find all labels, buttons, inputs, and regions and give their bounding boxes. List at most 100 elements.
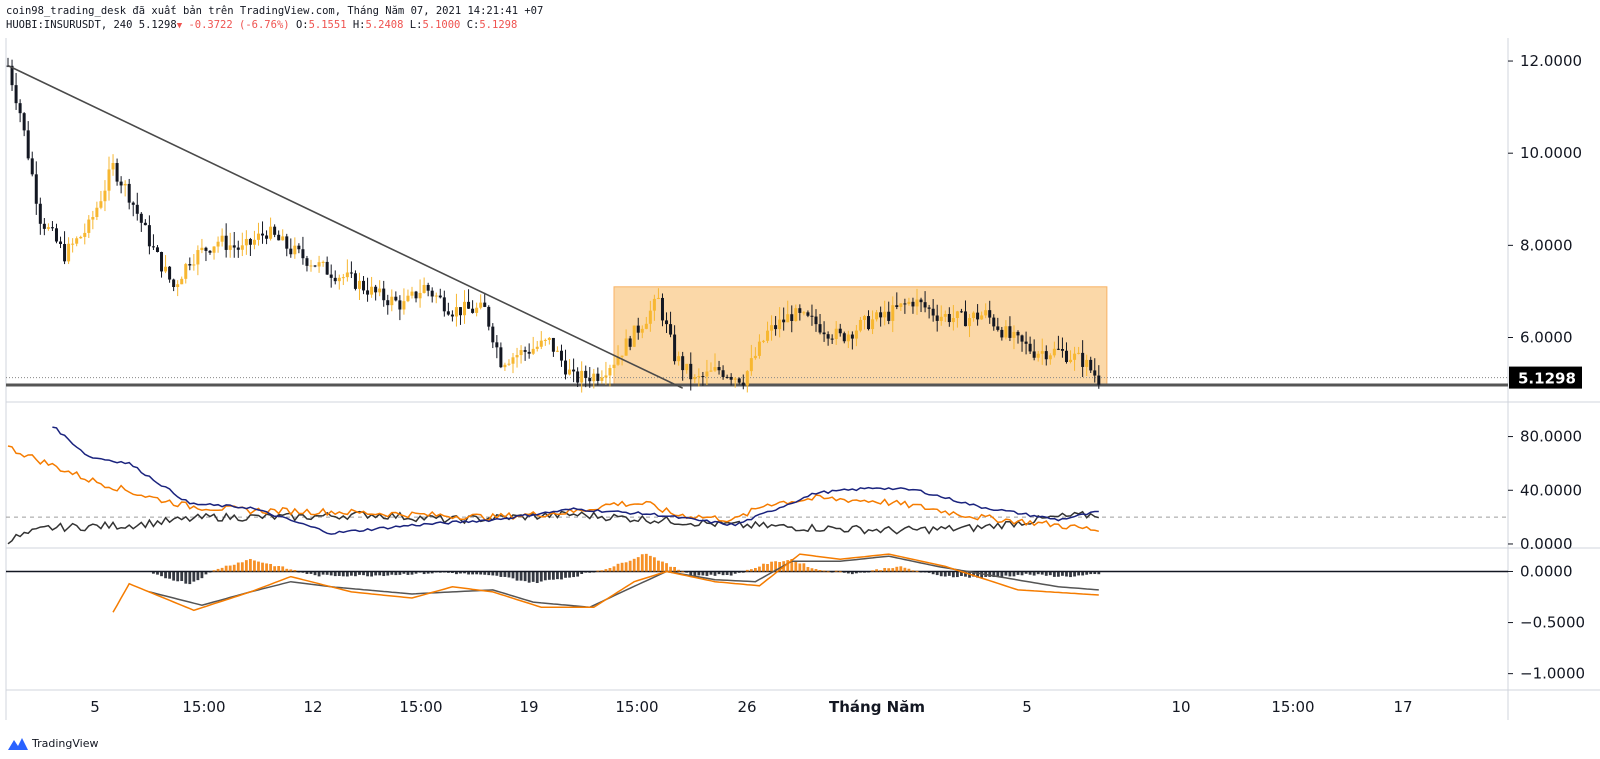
macd-histogram-bar: [535, 571, 539, 584]
candle-up: [357, 280, 361, 289]
macd-histogram-bar: [915, 570, 919, 572]
candle-down: [285, 236, 289, 249]
candle-down: [450, 314, 454, 317]
macd-histogram-bar: [539, 571, 543, 582]
macd-histogram-bar: [483, 571, 487, 575]
macd-histogram-bar: [1012, 571, 1016, 577]
candle-down: [576, 371, 580, 383]
macd-histogram-bar: [451, 571, 454, 574]
candle-up: [87, 219, 91, 233]
macd-histogram-bar: [846, 571, 850, 574]
macd-histogram-bar: [810, 568, 814, 572]
macd-histogram-bar: [798, 563, 802, 572]
macd-histogram-bar: [1061, 571, 1064, 576]
macd-tick-label: −0.5000: [1520, 614, 1585, 632]
candle-down: [903, 303, 907, 305]
candle-up: [580, 370, 584, 383]
candle-down: [491, 326, 495, 343]
last-price-tag-label: 5.1298: [1518, 370, 1576, 388]
brand-name[interactable]: TradingView: [32, 737, 99, 750]
candle-up: [907, 301, 911, 304]
macd-histogram-bar: [386, 571, 390, 576]
macd-histogram-bar: [1052, 571, 1056, 577]
macd-histogram-bar: [240, 562, 244, 572]
candle-down: [366, 290, 370, 295]
macd-histogram-bar: [406, 571, 410, 575]
macd-histogram-bar: [495, 571, 499, 576]
macd-histogram-bar: [257, 561, 260, 572]
macd-histogram-bar: [531, 571, 535, 582]
candle-up: [697, 376, 701, 378]
macd-histogram-bar: [1044, 571, 1048, 576]
candle-up: [883, 311, 887, 318]
macd-histogram-bar: [648, 555, 652, 572]
macd-histogram-bar: [826, 571, 830, 573]
macd-histogram-bar: [463, 571, 466, 574]
macd-histogram-bar: [612, 566, 616, 572]
candle-down: [830, 338, 834, 340]
candle-down: [442, 297, 446, 312]
macd-histogram-bar: [770, 561, 773, 572]
macd-histogram-bar: [459, 571, 462, 574]
macd-histogram-bar: [515, 571, 519, 581]
candle-down: [386, 300, 390, 306]
candle-down: [248, 238, 252, 245]
candle-up: [216, 241, 220, 247]
tradingview-logo-icon: [8, 737, 28, 750]
candle-down: [729, 376, 733, 380]
macd-histogram-bar: [446, 571, 450, 573]
macd-histogram-bar: [887, 568, 891, 572]
candle-down: [959, 311, 963, 313]
candle-up: [531, 348, 535, 354]
macd-histogram-bar: [931, 571, 935, 575]
candle-down: [135, 204, 139, 214]
macd-histogram-bar: [192, 571, 196, 582]
macd-histogram-bar: [156, 571, 159, 575]
macd-histogram-bar: [875, 569, 878, 572]
candle-up: [834, 328, 838, 340]
macd-histogram-bar: [1032, 571, 1036, 576]
candle-up: [240, 245, 244, 250]
down-arrow-icon: ▼: [176, 20, 183, 31]
candle-up: [244, 238, 248, 246]
candle-up: [632, 325, 636, 347]
macd-histogram-bar: [414, 571, 418, 574]
macd-histogram-bar: [600, 570, 604, 572]
macd-histogram-bar: [721, 571, 725, 576]
macd-histogram-bar: [939, 571, 943, 577]
macd-histogram-bar: [228, 565, 232, 572]
candle-down: [911, 301, 915, 307]
macd-histogram-bar: [584, 571, 588, 573]
macd-histogram-bar: [1073, 571, 1076, 577]
candle-down: [1089, 359, 1093, 371]
candle-down: [867, 316, 871, 330]
macd-signal-line: [112, 553, 1099, 613]
macd-histogram-bar: [277, 566, 281, 572]
candle-down: [1024, 341, 1028, 344]
candle-up: [200, 247, 204, 251]
candle-up: [1077, 352, 1081, 354]
candle-up: [479, 302, 483, 308]
candle-down: [1064, 350, 1068, 363]
macd-histogram-bar: [636, 557, 640, 572]
candle-up: [620, 355, 624, 357]
candle-up: [317, 262, 321, 267]
open-value: 5.1551: [308, 18, 347, 31]
candle-up: [709, 370, 713, 372]
candle-up: [345, 272, 349, 278]
candle-up: [1036, 353, 1040, 358]
candle-down: [717, 367, 721, 371]
macd-histogram-bar: [701, 571, 705, 576]
candle-down: [798, 308, 802, 313]
macd-histogram-bar: [576, 571, 580, 577]
candle-down: [34, 174, 38, 204]
macd-histogram-bar: [749, 569, 753, 572]
candle-down: [564, 360, 568, 375]
time-tick-label: 5: [1022, 698, 1032, 716]
candle-up: [511, 357, 515, 364]
macd-histogram-bar: [305, 571, 309, 574]
candle-down: [1081, 352, 1085, 367]
candle-up: [519, 350, 523, 356]
macd-histogram-bar: [927, 571, 931, 573]
